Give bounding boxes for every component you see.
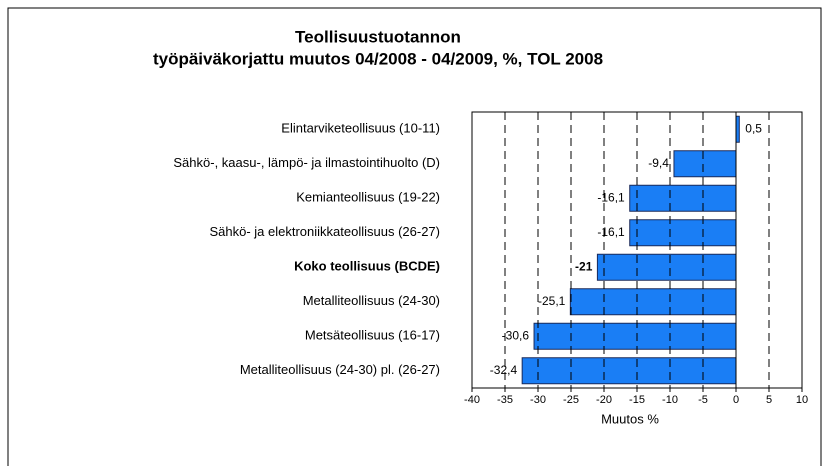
bar (569, 288, 737, 316)
x-axis-label: Muutos % (601, 411, 659, 426)
y-tick-label: Sähkö-, kaasu-, lämpö- ja ilmastointihuo… (173, 155, 440, 170)
value-label: 0,5 (745, 121, 762, 135)
chart-subtitle: työpäiväkorjattu muutos 04/2008 - 04/200… (153, 49, 603, 68)
value-label: -16,1 (597, 225, 625, 239)
chart-title: Teollisuustuotannon (295, 27, 461, 46)
y-tick-label: Metalliteollisuus (24-30) (303, 293, 440, 308)
y-tick-label: Sähkö- ja elektroniikkateollisuus (26-27… (209, 224, 440, 239)
x-tick-label: -30 (530, 394, 546, 406)
bar (629, 184, 737, 212)
x-tick-label: -25 (563, 394, 579, 406)
bar (521, 357, 737, 385)
bar (596, 253, 737, 281)
value-label: -30,6 (502, 328, 530, 342)
x-tick-label: -10 (662, 394, 678, 406)
value-label: -25,1 (538, 294, 566, 308)
x-tick-label: -35 (497, 394, 513, 406)
value-label: -32,4 (490, 363, 518, 377)
y-tick-label: Metsäteollisuus (16-17) (305, 328, 440, 343)
bar (629, 219, 737, 247)
y-tick-label: Metalliteollisuus (24-30) pl. (26-27) (240, 362, 440, 377)
x-tick-label: 0 (733, 394, 739, 406)
bar (533, 322, 737, 350)
frame (7, 7, 822, 466)
value-label: -9,4 (648, 156, 669, 170)
y-tick-label: Elintarviketeollisuus (10-11) (281, 121, 440, 136)
value-label: -21 (575, 259, 593, 273)
x-tick-label: -20 (596, 394, 612, 406)
x-tick-label: 10 (796, 394, 808, 406)
bar (673, 150, 737, 178)
x-tick-label: -40 (464, 394, 480, 406)
x-tick-label: -5 (698, 394, 708, 406)
y-tick-label: Kemianteollisuus (19-22) (296, 190, 440, 205)
value-label: -16,1 (597, 190, 625, 204)
x-tick-label: 5 (766, 394, 772, 406)
x-tick-label: -15 (629, 394, 645, 406)
y-tick-label: Koko teollisuus (BCDE) (294, 259, 440, 274)
